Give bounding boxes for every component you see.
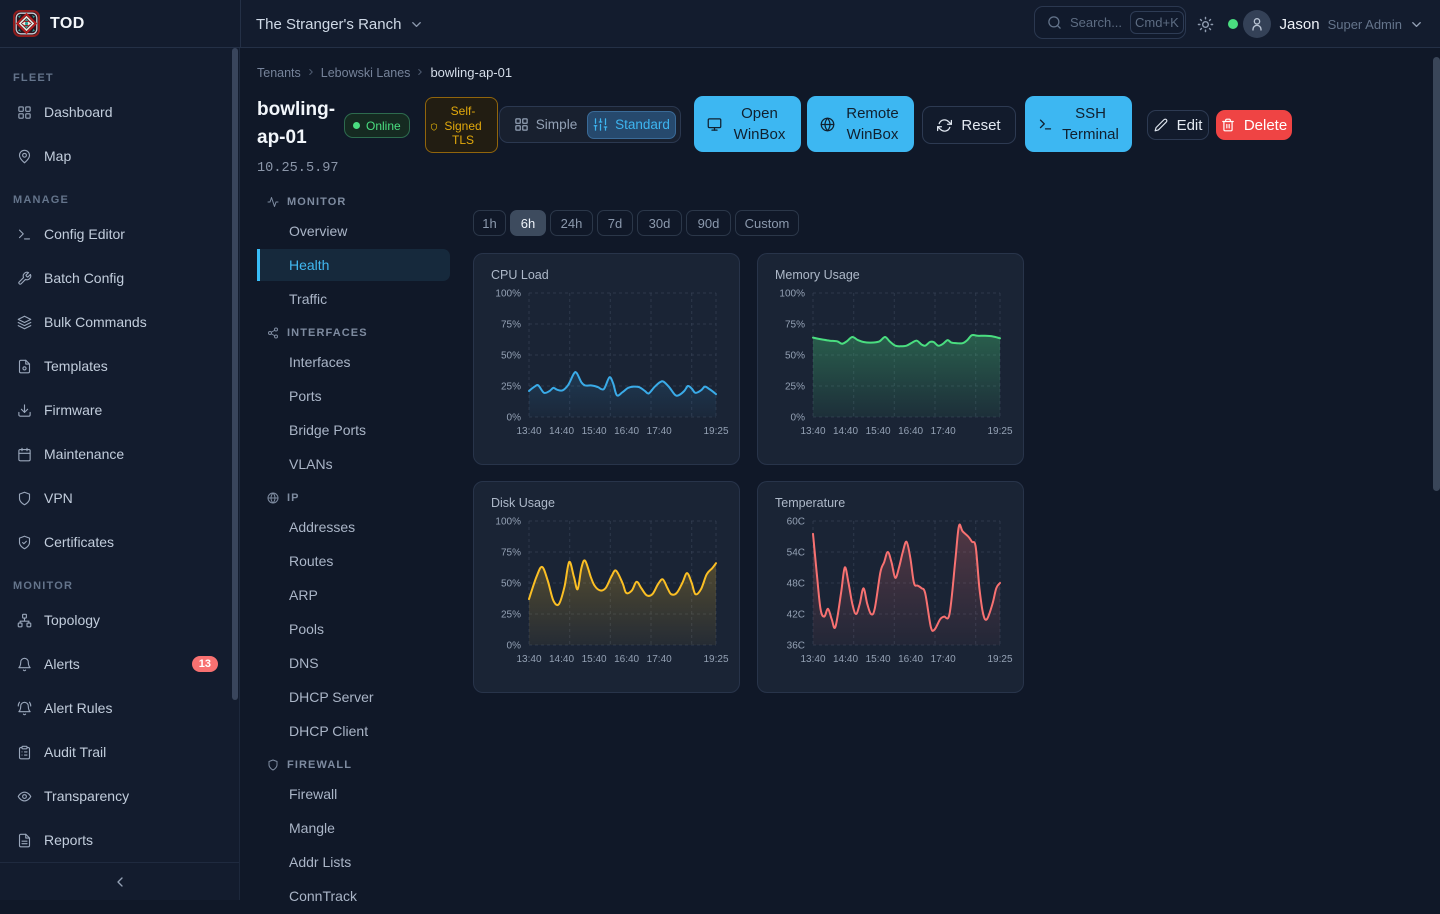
svg-text:16:40: 16:40 (898, 654, 923, 665)
svg-text:15:40: 15:40 (582, 426, 607, 437)
svg-text:15:40: 15:40 (582, 654, 607, 665)
svg-text:25%: 25% (501, 610, 521, 621)
svg-text:36C: 36C (787, 641, 805, 652)
svg-text:14:40: 14:40 (833, 654, 858, 665)
svg-text:50%: 50% (501, 579, 521, 590)
svg-text:17:40: 17:40 (647, 426, 672, 437)
svg-text:75%: 75% (785, 320, 805, 331)
svg-text:13:40: 13:40 (516, 654, 541, 665)
svg-text:100%: 100% (779, 289, 805, 300)
svg-text:25%: 25% (501, 382, 521, 393)
svg-text:16:40: 16:40 (898, 426, 923, 437)
svg-text:13:40: 13:40 (800, 654, 825, 665)
svg-text:0%: 0% (507, 413, 522, 424)
svg-text:17:40: 17:40 (931, 654, 956, 665)
svg-text:19:25: 19:25 (703, 654, 728, 665)
svg-text:42C: 42C (787, 610, 805, 621)
svg-text:50%: 50% (785, 351, 805, 362)
svg-text:75%: 75% (501, 320, 521, 331)
svg-text:16:40: 16:40 (614, 426, 639, 437)
svg-text:100%: 100% (495, 289, 521, 300)
svg-text:0%: 0% (791, 413, 806, 424)
svg-text:25%: 25% (785, 382, 805, 393)
svg-text:16:40: 16:40 (614, 654, 639, 665)
svg-text:14:40: 14:40 (549, 426, 574, 437)
svg-text:14:40: 14:40 (833, 426, 858, 437)
svg-text:17:40: 17:40 (931, 426, 956, 437)
svg-text:54C: 54C (787, 548, 805, 559)
svg-text:75%: 75% (501, 548, 521, 559)
svg-text:60C: 60C (787, 517, 805, 528)
svg-text:100%: 100% (495, 517, 521, 528)
svg-text:15:40: 15:40 (866, 426, 891, 437)
svg-text:19:25: 19:25 (703, 426, 728, 437)
svg-text:50%: 50% (501, 351, 521, 362)
svg-text:19:25: 19:25 (987, 426, 1012, 437)
svg-text:48C: 48C (787, 579, 805, 590)
svg-text:0%: 0% (507, 641, 522, 652)
svg-text:14:40: 14:40 (549, 654, 574, 665)
svg-text:17:40: 17:40 (647, 654, 672, 665)
svg-text:19:25: 19:25 (987, 654, 1012, 665)
svg-text:15:40: 15:40 (866, 654, 891, 665)
svg-text:13:40: 13:40 (800, 426, 825, 437)
svg-text:13:40: 13:40 (516, 426, 541, 437)
